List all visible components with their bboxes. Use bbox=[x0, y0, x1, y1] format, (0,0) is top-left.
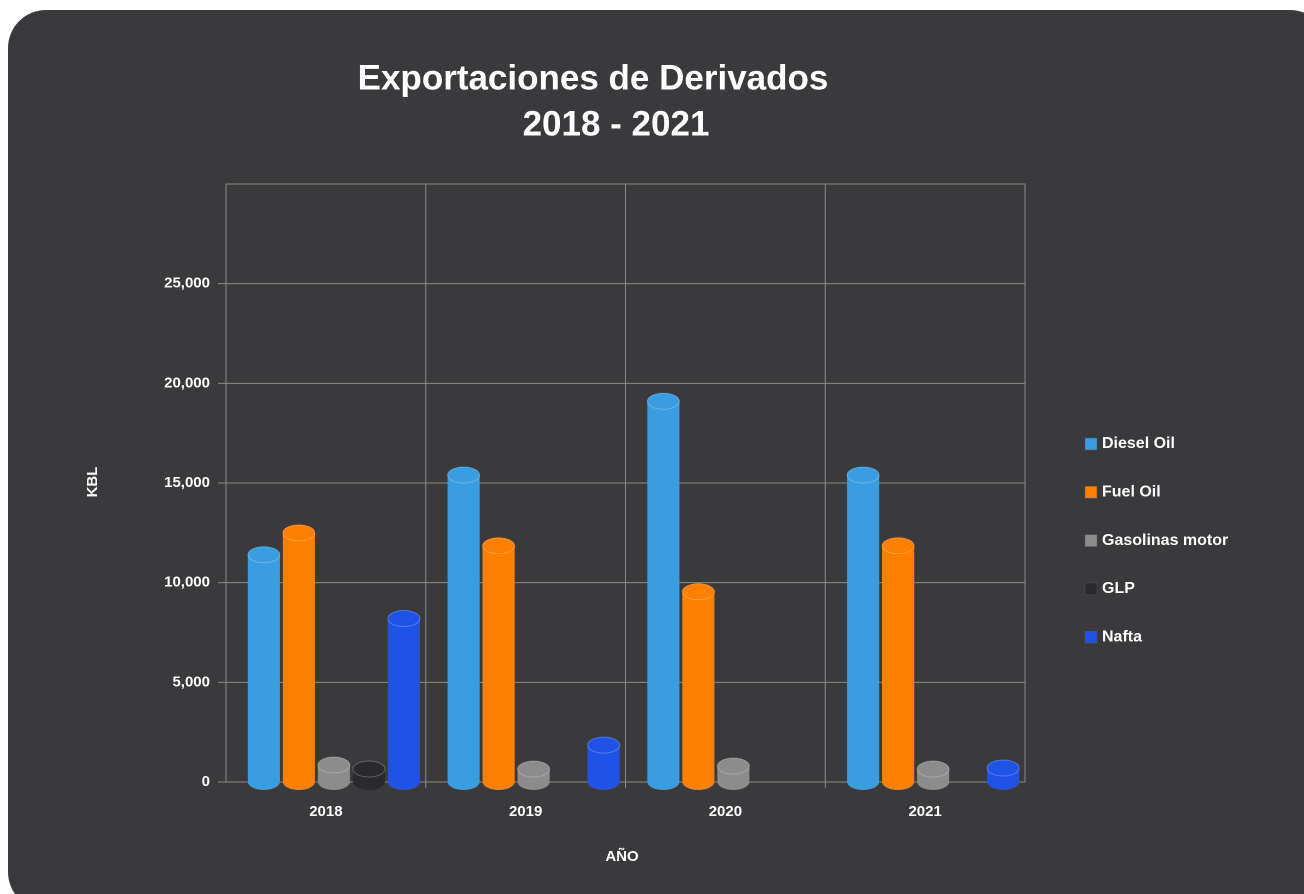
bar bbox=[682, 583, 715, 790]
bar bbox=[387, 610, 420, 790]
bar-cap bbox=[482, 537, 516, 555]
bar-cap bbox=[986, 759, 1020, 777]
bar bbox=[847, 467, 880, 790]
legend-label: Fuel Oil bbox=[1102, 484, 1161, 501]
legend-swatch bbox=[1084, 486, 1098, 499]
bar-cap bbox=[247, 546, 281, 564]
legend-label: Nafta bbox=[1102, 628, 1142, 645]
bar-cap bbox=[352, 760, 386, 778]
legend-swatch bbox=[1084, 582, 1098, 596]
y-tick-label: 5,000 bbox=[172, 673, 210, 690]
bar-cap bbox=[447, 466, 481, 484]
legend-swatch bbox=[1084, 437, 1098, 451]
bar-cap bbox=[716, 757, 750, 775]
chart-title: Exportaciones de Derivados bbox=[358, 58, 829, 97]
bar-cap bbox=[646, 392, 680, 410]
x-tick-label: 2018 bbox=[309, 803, 342, 820]
legend-label: Gasolinas motor bbox=[1102, 532, 1228, 549]
x-tick-label: 2019 bbox=[509, 803, 542, 820]
y-tick-label: 10,000 bbox=[164, 574, 210, 591]
bar-cap bbox=[681, 583, 715, 601]
y-tick-label: 20,000 bbox=[164, 374, 210, 391]
legend-swatch bbox=[1084, 534, 1098, 547]
bar-cap bbox=[517, 760, 551, 778]
x-tick-label: 2021 bbox=[908, 803, 941, 820]
y-tick-label: 0 bbox=[202, 773, 210, 790]
bar bbox=[247, 546, 280, 790]
y-axis-label: KBL bbox=[84, 467, 101, 498]
bar-cap bbox=[282, 524, 316, 542]
bar-cap bbox=[317, 756, 351, 774]
bar bbox=[482, 537, 515, 790]
bar-cap bbox=[387, 610, 421, 628]
bar bbox=[282, 524, 315, 790]
legend-swatch bbox=[1084, 630, 1098, 644]
x-tick-label: 2020 bbox=[709, 803, 742, 820]
bar-cap bbox=[587, 736, 621, 754]
y-tick-label: 15,000 bbox=[164, 474, 210, 491]
x-axis-label: AÑO bbox=[605, 847, 639, 865]
legend-label: GLP bbox=[1102, 580, 1135, 597]
bar bbox=[647, 393, 680, 790]
y-tick-label: 25,000 bbox=[164, 275, 210, 292]
bar-cap bbox=[916, 760, 950, 778]
legend-label: Diesel Oil bbox=[1102, 435, 1175, 452]
chart-subtitle: 2018 - 2021 bbox=[523, 104, 710, 143]
bar bbox=[882, 537, 915, 790]
bar-cap bbox=[846, 466, 880, 484]
bar-cap bbox=[881, 537, 915, 555]
bar bbox=[447, 467, 480, 790]
